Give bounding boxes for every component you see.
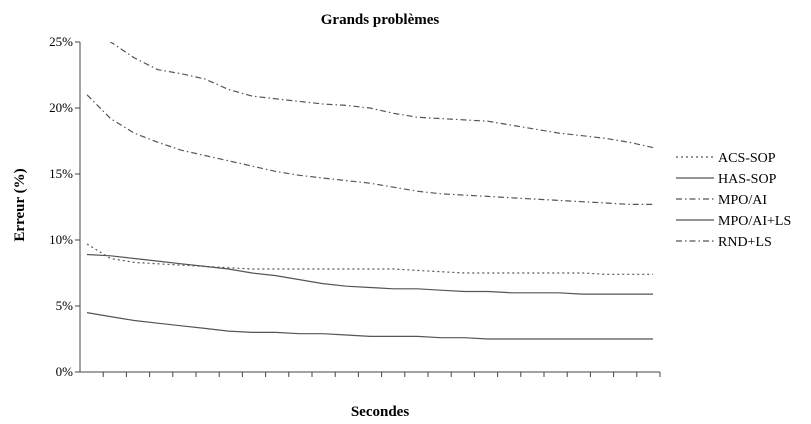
legend-label: MPO/AI+LS	[718, 214, 791, 229]
axes	[79, 42, 660, 373]
x-ticks	[102, 372, 661, 377]
y-tick-labels: 0% 5% 10% 15% 20% 25%	[49, 34, 80, 379]
series-line-mpo-ai	[86, 94, 653, 205]
y-tick-label: 20%	[49, 100, 73, 115]
legend-label: RND+LS	[718, 235, 772, 250]
y-tick-label: 10%	[49, 232, 73, 247]
y-tick-label: 25%	[49, 34, 73, 49]
series-line-rnd-ls	[109, 42, 654, 149]
series-line-acs-sop	[86, 243, 653, 275]
chart-title: Grands problèmes	[321, 12, 440, 28]
legend-label: HAS-SOP	[718, 172, 777, 187]
series-line-mpo-ai-ls	[86, 253, 653, 295]
legend-label: ACS-SOP	[718, 151, 776, 166]
series-lines	[86, 42, 654, 340]
x-axis-title: Secondes	[351, 404, 410, 420]
series-line-has-sop	[86, 312, 653, 340]
y-tick-label: 5%	[56, 298, 74, 313]
y-tick-label: 15%	[49, 166, 73, 181]
y-tick-label: 0%	[56, 364, 74, 379]
legend-label: MPO/AI	[718, 193, 767, 208]
y-axis-title: Erreur (%)	[12, 168, 28, 241]
legend: ACS-SOP HAS-SOP MPO/AI MPO/AI+LS RND+LS	[676, 151, 791, 250]
